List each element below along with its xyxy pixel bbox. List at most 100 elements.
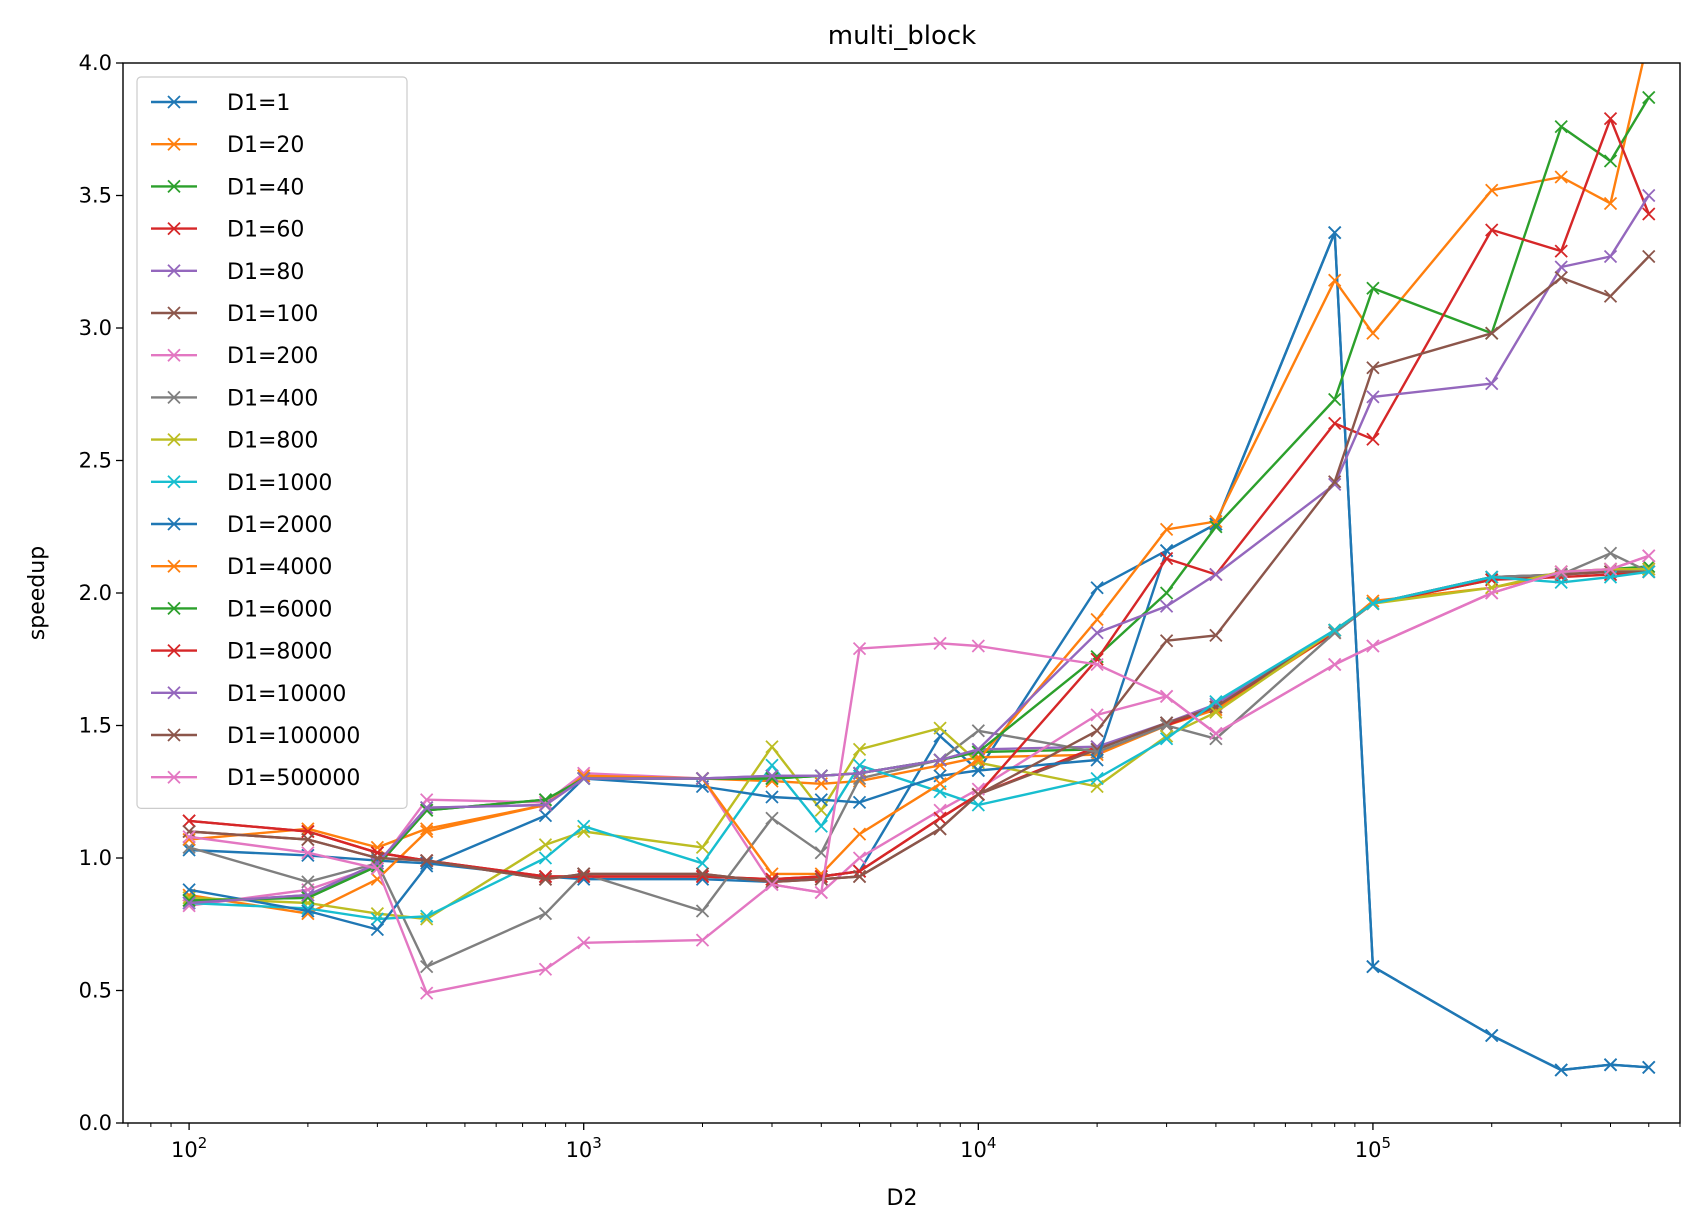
legend-item: D1=10000 [151,682,346,707]
data-point [301,904,315,918]
data-point [182,893,196,908]
data-point [1603,249,1618,264]
legend-marker [167,95,181,109]
y-tick-label: 3.0 [79,316,112,340]
legend-item: D1=1000 [151,471,332,496]
data-point [695,904,710,918]
data-point [1159,634,1174,648]
data-point [1554,575,1568,590]
legend-label: D1=4000 [227,555,332,580]
legend-item: D1=200 [151,344,318,369]
data-point [1209,514,1223,529]
legend-item: D1=100 [151,302,318,327]
legend-marker [167,179,181,194]
legend-item: D1=800 [151,429,318,454]
x-tick-label: 103 [566,1134,602,1162]
data-point [1554,244,1568,258]
data-point [182,830,196,844]
data-point [301,832,315,847]
legend-item: D1=500000 [151,766,360,791]
data-point [370,922,385,937]
data-point [1328,273,1342,287]
legend: D1=1 D1=20 D1=40 D1=60 D1=80 D1=100 D1=200 D1=4… [136,76,408,810]
data-point [1366,281,1380,295]
series-15 [182,188,1656,910]
data-point [301,888,315,902]
data-point [577,936,591,950]
legend-marker [167,770,181,784]
data-point [1328,475,1342,489]
legend-marker [167,475,181,489]
legend-item: D1=1 [151,91,290,116]
data-point [1485,377,1499,391]
data-point [577,869,591,884]
data-point [1328,623,1342,637]
data-point [370,851,385,865]
data-point [852,766,867,780]
legend-marker [167,306,181,320]
data-point [1366,432,1380,446]
data-point [695,933,710,947]
y-tick-label: 2.5 [79,449,112,473]
data-point [1642,207,1656,221]
data-point [765,758,779,772]
data-point [1603,562,1618,576]
data-point [301,846,315,860]
x-tick-label: 102 [171,1134,207,1162]
data-point [814,872,828,886]
legend-marker [167,517,181,531]
legend-marker [167,559,181,573]
y-tick-label: 4.0 [79,51,112,75]
data-point [1485,570,1499,584]
x-axis-label: D2 [887,1186,918,1211]
data-point [1159,718,1174,733]
data-point [1090,708,1104,722]
data-point [814,885,828,900]
data-point [765,771,779,786]
data-point [182,824,196,839]
legend-item: D1=40 [151,175,304,200]
y-tick-label: 1.0 [79,846,112,870]
data-point [1159,599,1174,613]
data-point [1642,565,1656,579]
legend-label: D1=20 [227,133,304,158]
data-point [1366,960,1380,974]
axis-ticks: 0.0 0.5 1.0 1.5 2.0 2.5 3.0 3.5 4.0 102 103 104 105 [79,51,1681,1162]
data-point [814,803,828,817]
data-point [1209,628,1223,643]
data-point [1159,586,1174,600]
data-point [1642,549,1656,563]
data-point [695,840,710,855]
data-point [1642,188,1656,203]
legend-marker [167,390,181,405]
data-point [852,795,867,809]
data-point [1159,732,1174,746]
data-point [814,846,828,860]
data-point [182,896,196,910]
legend-label: D1=100000 [227,724,360,749]
legend-label: D1=800 [227,429,318,454]
data-point [933,636,947,650]
data-point [765,740,779,754]
data-point [765,811,779,825]
data-point [1209,726,1223,741]
data-point [1090,657,1104,672]
data-point [1209,695,1223,709]
data-point [852,642,867,656]
data-point [933,721,947,735]
legend-label: D1=10000 [227,682,346,707]
data-point [933,753,947,767]
legend-item: D1=20 [151,133,304,158]
legend-item: D1=4000 [151,555,332,580]
legend-marker [167,221,181,236]
data-point [1090,612,1104,627]
data-point [695,856,710,870]
data-point [420,801,434,815]
data-point [182,814,196,828]
data-point [1554,260,1568,274]
data-point [1603,154,1618,168]
data-point [1159,522,1174,537]
data-point [933,777,947,791]
legend-label: D1=200 [227,344,318,369]
data-point [814,819,828,833]
